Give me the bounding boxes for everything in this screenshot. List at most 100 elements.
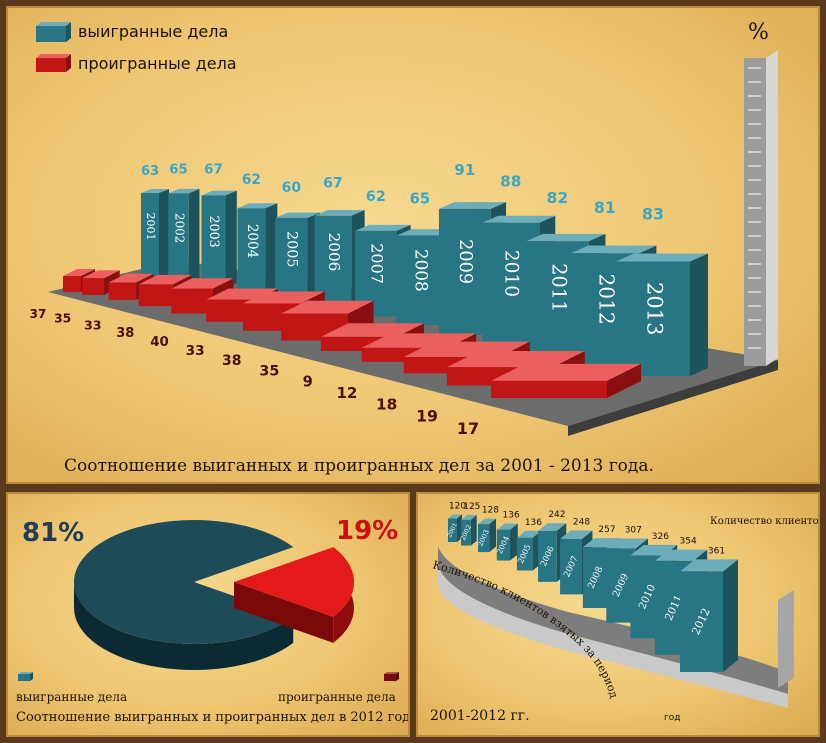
won-value-2009: 91	[454, 161, 475, 179]
won-bar-2013-top	[616, 253, 708, 262]
client-bar-2003	[477, 518, 497, 553]
lost-bar-2013-front	[491, 380, 607, 398]
won-bar-2011-top	[526, 233, 606, 242]
client-bar-2012-top	[680, 559, 738, 572]
won-value-2002: 65	[169, 162, 187, 177]
pie-legend-lost-swatch	[384, 672, 399, 681]
lost-value-2007: 38	[222, 353, 241, 369]
legend-lost-label: проигранные дела	[78, 54, 237, 73]
client-bar-2004-side	[510, 523, 518, 561]
lost-value-2008: 35	[259, 364, 279, 380]
won-value-2005: 60	[282, 180, 302, 196]
client-bar-2011-top	[654, 549, 708, 561]
won-year-label-2004: 2004	[244, 224, 260, 258]
lost-bar-2005-front	[171, 288, 213, 314]
pie-slice-won	[74, 520, 294, 670]
won-bar-2013	[616, 253, 708, 376]
scale-bar-front	[744, 58, 766, 366]
won-value-2008: 65	[410, 190, 431, 207]
client-value-2007: 248	[573, 518, 590, 528]
won-bar-2004-side	[265, 203, 278, 294]
won-bar-2002	[168, 188, 200, 283]
legend-won-label: выигранные дела	[78, 22, 229, 41]
lost-value-2012: 19	[416, 407, 438, 426]
client-bar-2001-side	[457, 514, 462, 542]
won-bar-2013-front	[616, 261, 690, 376]
pie-chart	[18, 520, 399, 681]
won-bar-2005-front	[275, 217, 308, 301]
client-bar-2003-front	[477, 524, 490, 553]
clients-x-label: год	[664, 713, 680, 723]
pie-chart-title: Соотношение выигранных и проигранных дел…	[16, 710, 410, 725]
won-bar-2001	[141, 189, 169, 280]
track-end-scale	[778, 590, 794, 688]
clients-period-title: 2001-2012 гг.	[430, 708, 530, 724]
client-value-2010: 326	[652, 532, 669, 542]
won-bar-2005-top	[275, 212, 321, 218]
won-bar-2002-top	[168, 188, 200, 194]
client-bar-2007-front	[560, 538, 582, 595]
won-year-label-2013: 2013	[643, 282, 667, 335]
scale-bar-side	[766, 50, 778, 366]
won-value-2004: 62	[242, 172, 261, 188]
client-bar-2007-top	[560, 530, 593, 539]
legend-won-swatch-top	[36, 22, 71, 26]
won-value-2003: 67	[204, 161, 223, 177]
client-value-2009: 307	[625, 526, 642, 536]
won-bar-2006	[314, 210, 365, 309]
won-year-label-2006: 2006	[325, 233, 343, 272]
client-value-2002: 125	[463, 502, 480, 512]
pie-won-side	[74, 582, 294, 670]
won-bar-2009-top	[438, 202, 507, 209]
client-bar-2003-side	[489, 518, 497, 553]
client-bar-2002-top	[461, 515, 477, 520]
pie-slice-lost	[234, 547, 354, 643]
client-bar-2012	[680, 559, 738, 672]
chart-title: Соотношение выиганных и проигранных дел …	[64, 456, 654, 476]
won-value-2006: 67	[323, 176, 343, 192]
lost-value-2005: 40	[150, 335, 169, 350]
won-bar-2009-front	[438, 208, 491, 335]
client-bar-2005-front	[516, 537, 533, 571]
won-year-label-2002: 2002	[173, 213, 187, 243]
legend-lost-swatch	[36, 54, 71, 72]
won-value-2011: 82	[547, 189, 569, 207]
won-year-label-2012: 2012	[594, 273, 618, 324]
won-year-label-2007: 2007	[367, 243, 386, 284]
won-bar-2003-top	[201, 190, 237, 196]
won-bar-2008-front	[396, 235, 444, 326]
won-bar-2001-front	[141, 193, 159, 280]
floor-edge	[568, 360, 778, 436]
client-bar-2003-top	[477, 518, 497, 525]
won-bar-2004	[237, 203, 278, 294]
client-bar-2001	[448, 514, 462, 542]
lost-bar-2003-top	[108, 273, 154, 283]
y-axis-unit: %	[748, 20, 769, 45]
pie-chart-panel: 81% 19% выигранные дела проигранные дела…	[6, 492, 410, 737]
won-year-label-2003: 2003	[207, 215, 222, 247]
client-bar-2005-top	[516, 530, 542, 538]
lost-bar-2012-top	[446, 351, 585, 368]
pie-lost-percent: 19%	[336, 516, 399, 546]
client-value-2008: 257	[598, 525, 615, 535]
lost-bar-2003-front	[108, 282, 137, 300]
client-bar-2002	[461, 515, 477, 546]
client-value-2011: 354	[680, 537, 697, 547]
won-bar-2002-front	[168, 193, 189, 283]
pie-lost-inner-side	[234, 582, 334, 643]
client-bar-2004	[496, 523, 518, 561]
won-bar-2003-front	[201, 195, 226, 288]
client-value-2004: 136	[503, 511, 520, 521]
won-value-2012: 81	[594, 198, 616, 217]
lost-bar-2005-top	[171, 278, 234, 289]
clients-chart-panel: год Количество клиентов взятых за период 2…	[416, 492, 820, 737]
pie-legend-won-swatch-side	[30, 672, 33, 681]
client-bar-2004-top	[496, 523, 518, 530]
legend-lost-swatch-side	[66, 54, 71, 72]
pie-legend-lost-swatch-front	[384, 674, 396, 681]
pie-legend-won-swatch-front	[18, 674, 30, 681]
won-bar-2001-top	[141, 189, 169, 194]
won-lost-bar-chart-panel: 63 2001 65 2002 67 2003 62 2004 60 2005 67 2006 62 20…	[6, 6, 820, 484]
won-bar-2001-side	[159, 189, 169, 280]
won-year-label-2008: 2008	[411, 249, 431, 292]
